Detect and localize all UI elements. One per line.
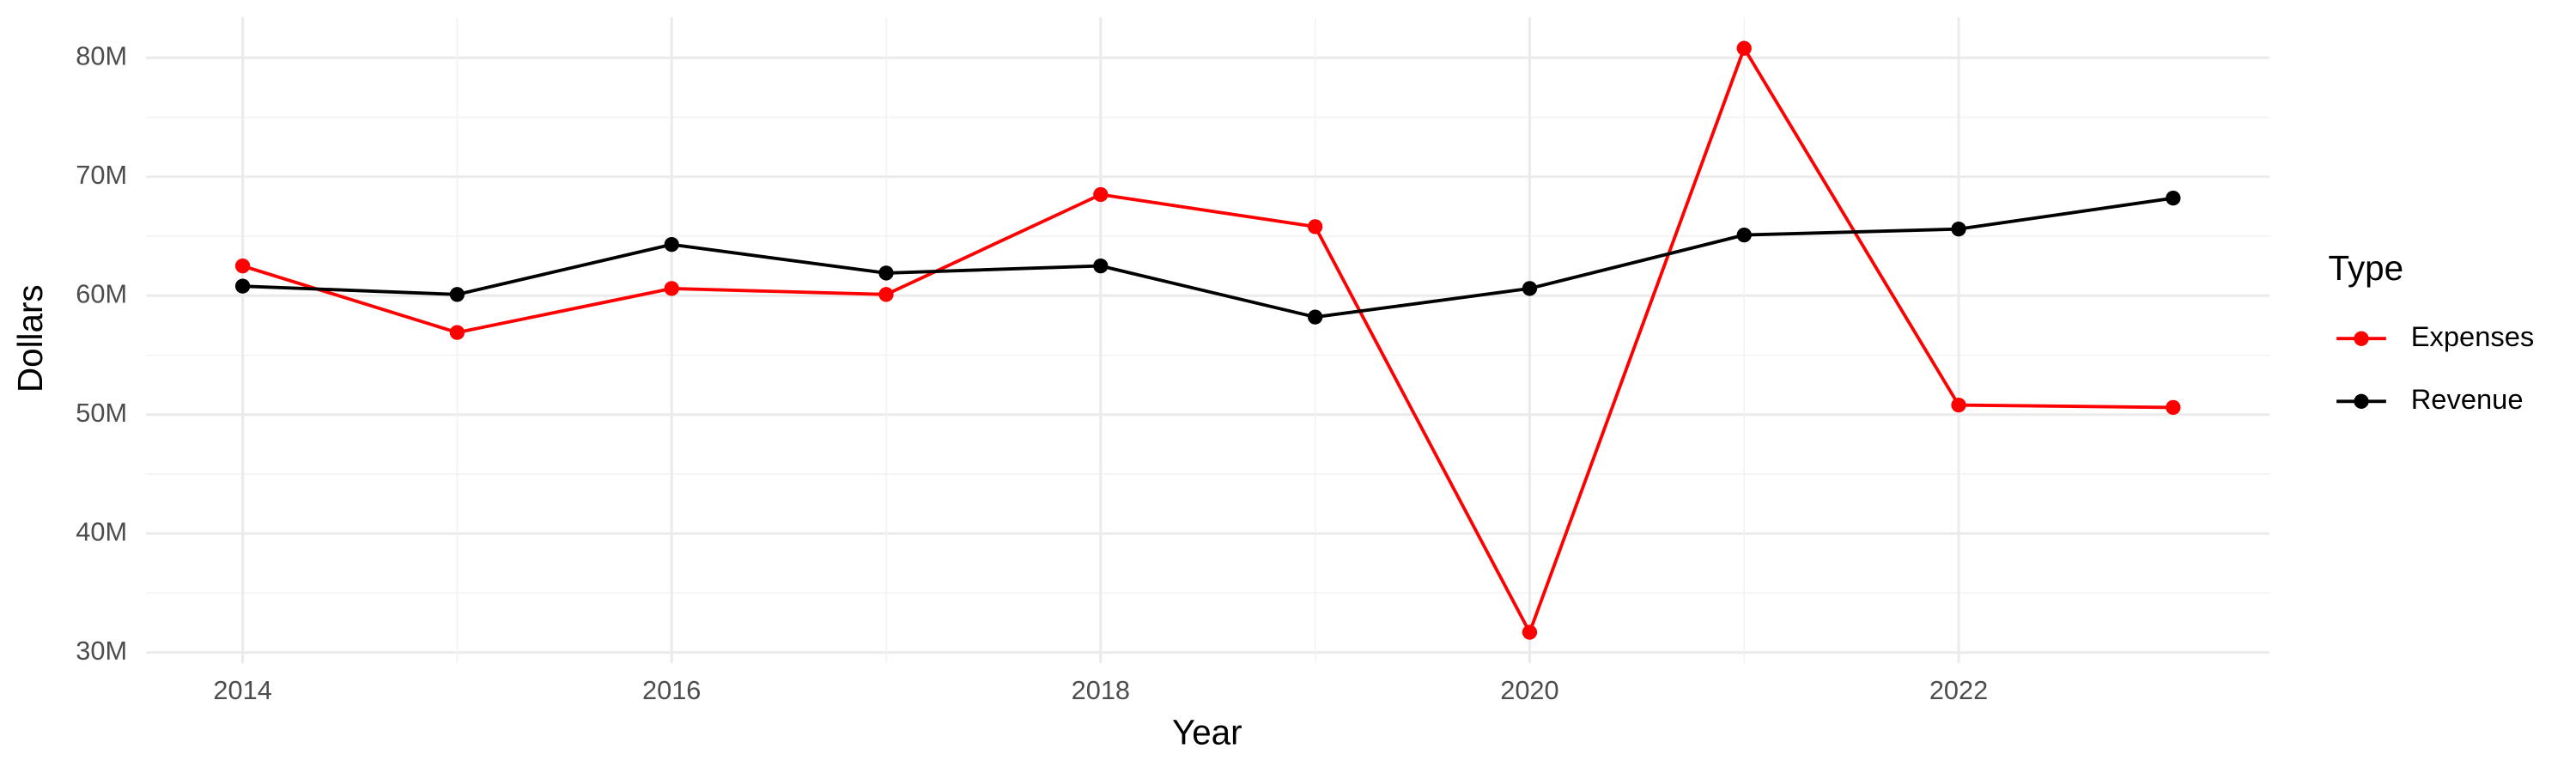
data-point (449, 325, 465, 340)
data-point (1093, 258, 1109, 274)
series-line (242, 44, 2173, 636)
x-tick-label: 2022 (1929, 675, 1988, 705)
data-point (1736, 40, 1752, 56)
y-tick-label: 30M (76, 636, 127, 666)
data-point (1736, 227, 1752, 243)
data-point (664, 237, 679, 253)
data-point (878, 265, 894, 281)
plot-marks (234, 40, 2181, 640)
data-point (1951, 397, 1966, 413)
data-point (234, 278, 251, 294)
x-tick-label: 2016 (642, 675, 701, 705)
data-point (664, 281, 679, 296)
legend-label: Expenses (2411, 320, 2535, 352)
grid (146, 17, 2270, 664)
data-point (1307, 309, 1323, 325)
data-point (1307, 219, 1323, 234)
y-tick-label: 40M (76, 516, 127, 546)
legend-point (2354, 393, 2369, 409)
y-axis-title: Dollars (10, 284, 50, 393)
data-point (2166, 399, 2181, 416)
legend-title: Type (2329, 248, 2404, 288)
y-tick-label: 80M (76, 40, 127, 70)
series-line (242, 196, 2174, 320)
x-tick-label: 2014 (213, 675, 271, 705)
data-point (234, 258, 251, 274)
data-point (1522, 624, 1538, 640)
data-point (1951, 222, 1966, 237)
x-axis-title: Year (1172, 712, 1242, 752)
data-point (2166, 191, 2181, 206)
data-point (1522, 281, 1538, 296)
data-point (1093, 186, 1109, 203)
x-tick-label: 2018 (1072, 675, 1130, 705)
y-tick-label: 70M (76, 160, 127, 190)
y-tick-label: 60M (76, 278, 127, 308)
legend-point (2354, 331, 2369, 346)
y-tick-label: 50M (76, 398, 127, 428)
x-tick-label: 2020 (1500, 675, 1558, 705)
data-point (878, 287, 894, 302)
legend-label: Revenue (2411, 383, 2524, 415)
data-point (449, 287, 465, 302)
